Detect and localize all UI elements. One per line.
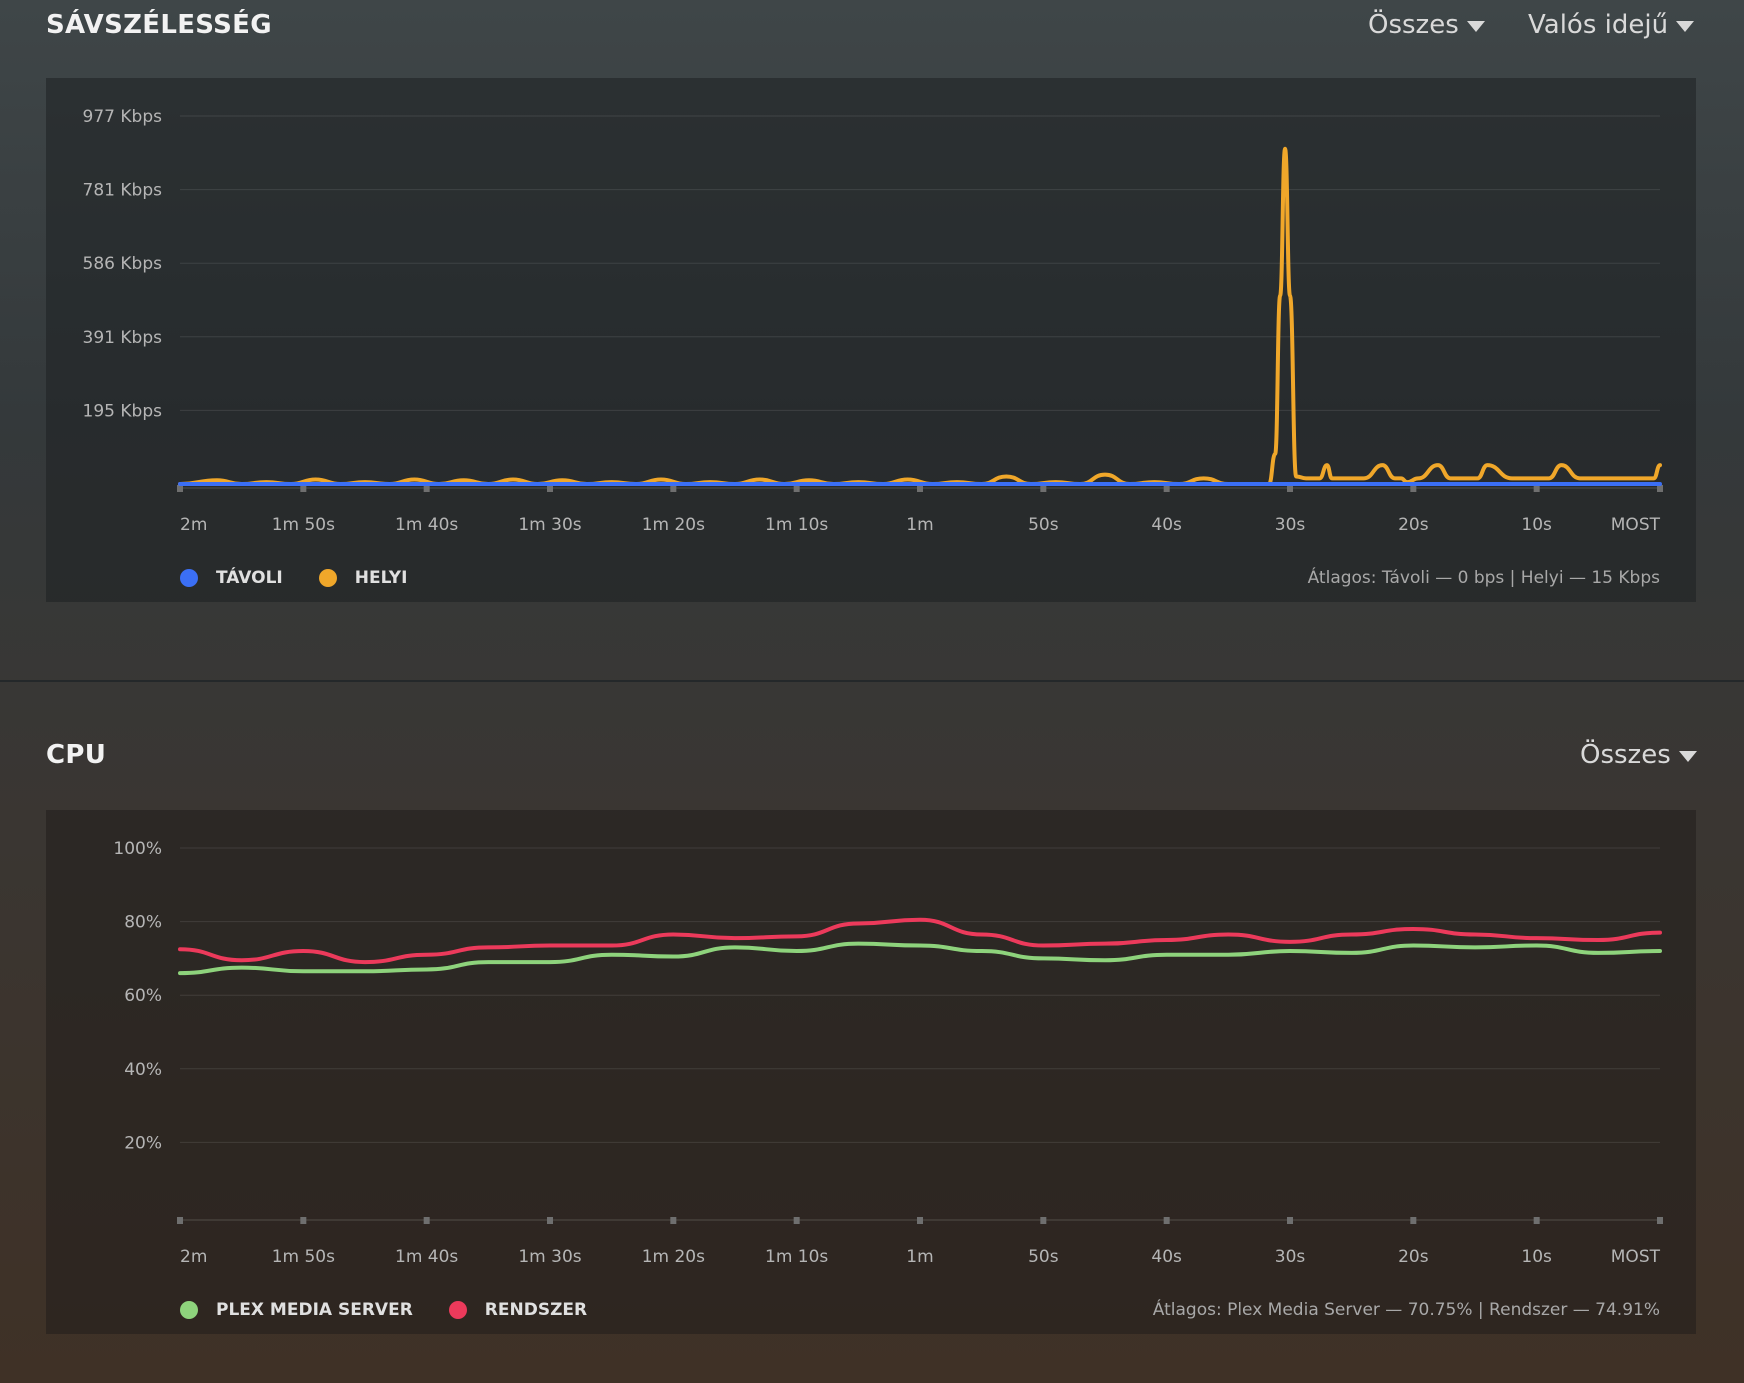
bandwidth-x-tick-mark [1410,485,1417,492]
chevron-down-icon [1676,20,1695,32]
bandwidth-title: SÁVSZÉLESSÉG [46,10,272,40]
bandwidth-y-tick-label: 195 Kbps [83,401,163,421]
bandwidth-x-tick-mark [547,485,553,492]
cpu-x-tick-mark [1410,1217,1417,1224]
cpu-x-tick-mark [1163,1217,1170,1224]
chevron-down-icon [1466,20,1485,32]
bandwidth-x-tick-label: 1m 40s [395,515,458,535]
cpu-y-tick-label: 60% [124,986,162,1006]
cpu-x-tick-label: 1m 40s [395,1247,458,1267]
bandwidth-x-tick-label: 1m 50s [272,515,335,535]
bandwidth-filter-dropdown[interactable]: Összes [1368,10,1485,40]
bandwidth-x-tick-mark [793,485,800,492]
bandwidth-y-tick-label: 977 Kbps [83,107,163,127]
cpu-x-tick-mark [423,1217,430,1224]
bandwidth-x-tick-mark [177,485,183,492]
cpu-x-tick-label: MOST [1611,1247,1661,1267]
cpu-x-tick-label: 10s [1521,1247,1552,1267]
cpu-x-tick-mark [793,1217,800,1224]
bandwidth-x-tick-label: 10s [1521,515,1552,535]
cpu-x-tick-label: 40s [1151,1247,1182,1267]
cpu-x-tick-label: 1m 30s [518,1247,581,1267]
bandwidth-x-tick-label: 30s [1275,515,1306,535]
cpu-x-tick-mark [670,1217,677,1224]
plex-color-dot [180,1301,198,1319]
cpu-average-text: Átlagos: Plex Media Server — 70.75% | Re… [1152,1300,1660,1320]
cpu-section: CPU Összes 100% 80% 60% 40% 20% 2m 1m 50s 1m 40… [0,682,1744,1383]
cpu-x-tick-label: 50s [1028,1247,1059,1267]
cpu-x-tick-label: 1m [906,1247,933,1267]
system-color-dot [448,1301,467,1319]
legend-item-system[interactable]: RENDSZER [448,1300,588,1320]
bandwidth-y-tick-label: 391 Kbps [83,328,163,348]
cpu-y-tick-label: 40% [124,1060,162,1080]
cpu-x-tick-label: 1m 10s [765,1247,828,1267]
cpu-x-tick-mark [917,1217,923,1224]
bandwidth-x-tick-mark [917,485,923,492]
cpu-x-tick-label: 30s [1275,1247,1306,1267]
cpu-x-tick-label: 20s [1398,1247,1429,1267]
bandwidth-range-label: Valós idejű [1528,10,1669,40]
bandwidth-x-tick-mark [1040,485,1047,492]
cpu-x-tick-mark [547,1217,553,1224]
remote-color-dot [180,569,198,587]
bandwidth-y-tick-label: 781 Kbps [83,181,163,201]
cpu-title: CPU [46,740,107,770]
bandwidth-x-tick-label: 40s [1151,515,1182,535]
bandwidth-x-tick-mark [670,485,677,492]
bandwidth-x-tick-label: 20s [1398,515,1429,535]
cpu-x-tick-mark [177,1217,183,1224]
cpu-filter-label: Összes [1580,740,1671,770]
legend-label-plex: PLEX MEDIA SERVER [216,1300,413,1320]
cpu-series-line-rendszer [178,917,1662,965]
bandwidth-x-tick-label: 1m 30s [518,515,581,535]
bandwidth-series-line-helyi [178,146,1662,486]
bandwidth-x-tick-label: 1m 20s [642,515,705,535]
bandwidth-average-text: Átlagos: Távoli — 0 bps | Helyi — 15 Kbp… [1307,568,1660,588]
bandwidth-x-tick-label: MOST [1611,515,1661,535]
bandwidth-chart: 977 Kbps 781 Kbps 586 Kbps 391 Kbps 195 Kbps… [83,107,1663,535]
cpu-chart: 100% 80% 60% 40% 20% 2m 1m 50s 1m 40s 1m 30s 1m 2… [113,839,1663,1267]
bandwidth-section: SÁVSZÉLESSÉG Összes Valós idejű 977 Kbps… [0,0,1744,680]
local-color-dot [318,569,337,587]
cpu-y-tick-label: 20% [124,1133,162,1153]
legend-item-local[interactable]: HELYI [318,568,408,588]
bandwidth-x-tick-label: 1m 10s [765,515,828,535]
bandwidth-x-tick-label: 50s [1028,515,1059,535]
cpu-series-line-plex-media-server [178,941,1662,976]
cpu-x-tick-mark [1533,1217,1540,1224]
cpu-y-tick-label: 80% [124,913,162,933]
bandwidth-y-tick-label: 586 Kbps [83,254,163,274]
cpu-x-tick-mark [300,1217,307,1224]
bandwidth-chart-panel: 977 Kbps 781 Kbps 586 Kbps 391 Kbps 195 Kbps… [46,78,1696,602]
cpu-x-tick-mark [1657,1217,1663,1224]
bandwidth-x-tick-mark [1657,485,1663,492]
cpu-y-tick-label: 100% [113,839,162,859]
cpu-legend: PLEX MEDIA SERVER RENDSZER [180,1300,587,1320]
section-divider [0,680,1744,682]
cpu-x-tick-label: 2m [180,1247,207,1267]
legend-label-local: HELYI [354,568,408,588]
legend-item-remote[interactable]: TÁVOLI [180,568,283,588]
cpu-x-tick-label: 1m 20s [642,1247,705,1267]
legend-label-remote: TÁVOLI [216,568,283,588]
bandwidth-x-tick-label: 1m [906,515,933,535]
cpu-chart-panel: 100% 80% 60% 40% 20% 2m 1m 50s 1m 40s 1m 30s 1m 2… [46,810,1696,1334]
cpu-filter-dropdown[interactable]: Összes [1580,740,1697,770]
bandwidth-x-tick-mark [1163,485,1170,492]
legend-item-plex-media-server[interactable]: PLEX MEDIA SERVER [180,1300,413,1320]
bandwidth-range-dropdown[interactable]: Valós idejű [1528,10,1695,40]
chevron-down-icon [1678,750,1697,762]
cpu-x-tick-label: 1m 50s [272,1247,335,1267]
bandwidth-x-tick-mark [1533,485,1540,492]
legend-label-system: RENDSZER [484,1300,588,1320]
bandwidth-x-tick-label: 2m [180,515,207,535]
cpu-x-tick-mark [1287,1217,1293,1224]
bandwidth-filter-label: Összes [1368,10,1459,40]
bandwidth-x-tick-mark [300,485,307,492]
bandwidth-x-tick-mark [1287,485,1293,492]
bandwidth-legend: TÁVOLI HELYI [180,568,407,588]
bandwidth-x-tick-mark [423,485,430,492]
cpu-x-tick-mark [1040,1217,1047,1224]
